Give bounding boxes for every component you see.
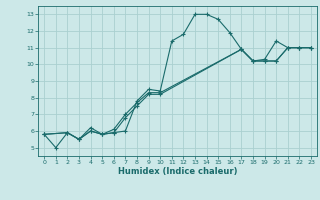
X-axis label: Humidex (Indice chaleur): Humidex (Indice chaleur) bbox=[118, 167, 237, 176]
